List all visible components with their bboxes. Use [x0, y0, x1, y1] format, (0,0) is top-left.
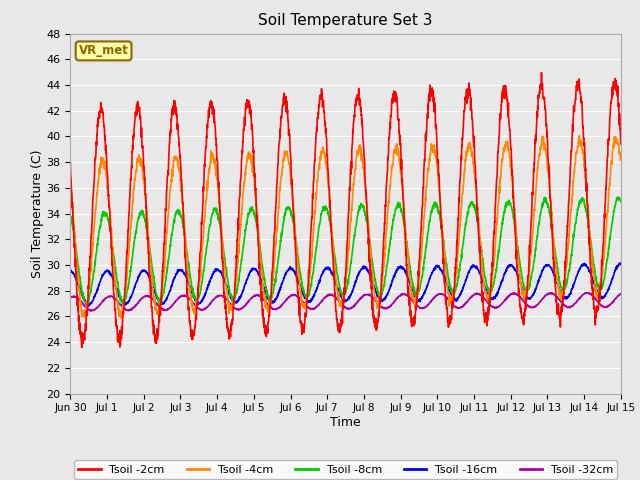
Title: Soil Temperature Set 3: Soil Temperature Set 3 [259, 13, 433, 28]
Tsoil -16cm [220, 276, 228, 282]
Tsoil -8cm [67, 215, 74, 220]
Tsoil -2cm [67, 159, 74, 165]
Tsoil -2cm [506, 127, 513, 133]
Tsoil -2cm [584, 210, 592, 216]
Tsoil -32cm [583, 290, 591, 296]
Legend: Tsoil -2cm, Tsoil -4cm, Tsoil -8cm, Tsoil -16cm, Tsoil -32cm: Tsoil -2cm, Tsoil -4cm, Tsoil -8cm, Tsoi… [74, 460, 618, 479]
Tsoil -8cm [584, 217, 591, 223]
Tsoil -4cm [220, 260, 228, 266]
Y-axis label: Soil Temperature (C): Soil Temperature (C) [31, 149, 44, 278]
Tsoil -16cm [67, 268, 74, 274]
Tsoil -8cm [614, 194, 622, 200]
Tsoil -16cm [374, 292, 381, 298]
Line: Tsoil -2cm: Tsoil -2cm [70, 72, 621, 348]
Tsoil -16cm [568, 286, 576, 291]
Tsoil -2cm [362, 183, 369, 189]
Tsoil -4cm [568, 192, 576, 197]
Tsoil -32cm [67, 295, 74, 300]
Tsoil -32cm [506, 292, 513, 298]
Tsoil -32cm [374, 300, 381, 306]
Tsoil -4cm [584, 205, 592, 211]
Tsoil -8cm [617, 199, 625, 204]
Text: VR_met: VR_met [79, 44, 129, 58]
Tsoil -2cm [374, 319, 381, 325]
X-axis label: Time: Time [330, 416, 361, 429]
Line: Tsoil -8cm: Tsoil -8cm [70, 197, 621, 305]
Tsoil -16cm [616, 260, 624, 266]
Tsoil -4cm [617, 156, 625, 162]
Tsoil -32cm [362, 292, 369, 298]
Tsoil -2cm [220, 294, 228, 300]
Tsoil -8cm [568, 244, 576, 250]
Tsoil -4cm [82, 315, 90, 321]
Tsoil -16cm [617, 262, 625, 267]
Tsoil -8cm [506, 202, 513, 208]
Tsoil -16cm [584, 264, 591, 270]
Tsoil -4cm [362, 186, 369, 192]
Tsoil -16cm [506, 262, 513, 268]
Tsoil -2cm [538, 70, 545, 75]
Tsoil -8cm [362, 212, 369, 217]
Tsoil -32cm [568, 303, 576, 309]
Tsoil -4cm [575, 133, 583, 139]
Tsoil -8cm [374, 288, 381, 294]
Line: Tsoil -32cm: Tsoil -32cm [70, 293, 621, 311]
Tsoil -8cm [84, 302, 92, 308]
Tsoil -2cm [78, 345, 86, 350]
Line: Tsoil -16cm: Tsoil -16cm [70, 263, 621, 306]
Tsoil -2cm [617, 141, 625, 147]
Tsoil -4cm [374, 299, 381, 304]
Tsoil -16cm [85, 303, 93, 309]
Tsoil -32cm [584, 290, 592, 296]
Tsoil -4cm [67, 180, 74, 185]
Tsoil -2cm [569, 121, 577, 127]
Tsoil -32cm [88, 308, 95, 314]
Tsoil -4cm [506, 155, 513, 160]
Line: Tsoil -4cm: Tsoil -4cm [70, 136, 621, 318]
Tsoil -32cm [617, 291, 625, 297]
Tsoil -8cm [220, 254, 228, 260]
Tsoil -16cm [362, 264, 369, 270]
Tsoil -32cm [220, 294, 228, 300]
